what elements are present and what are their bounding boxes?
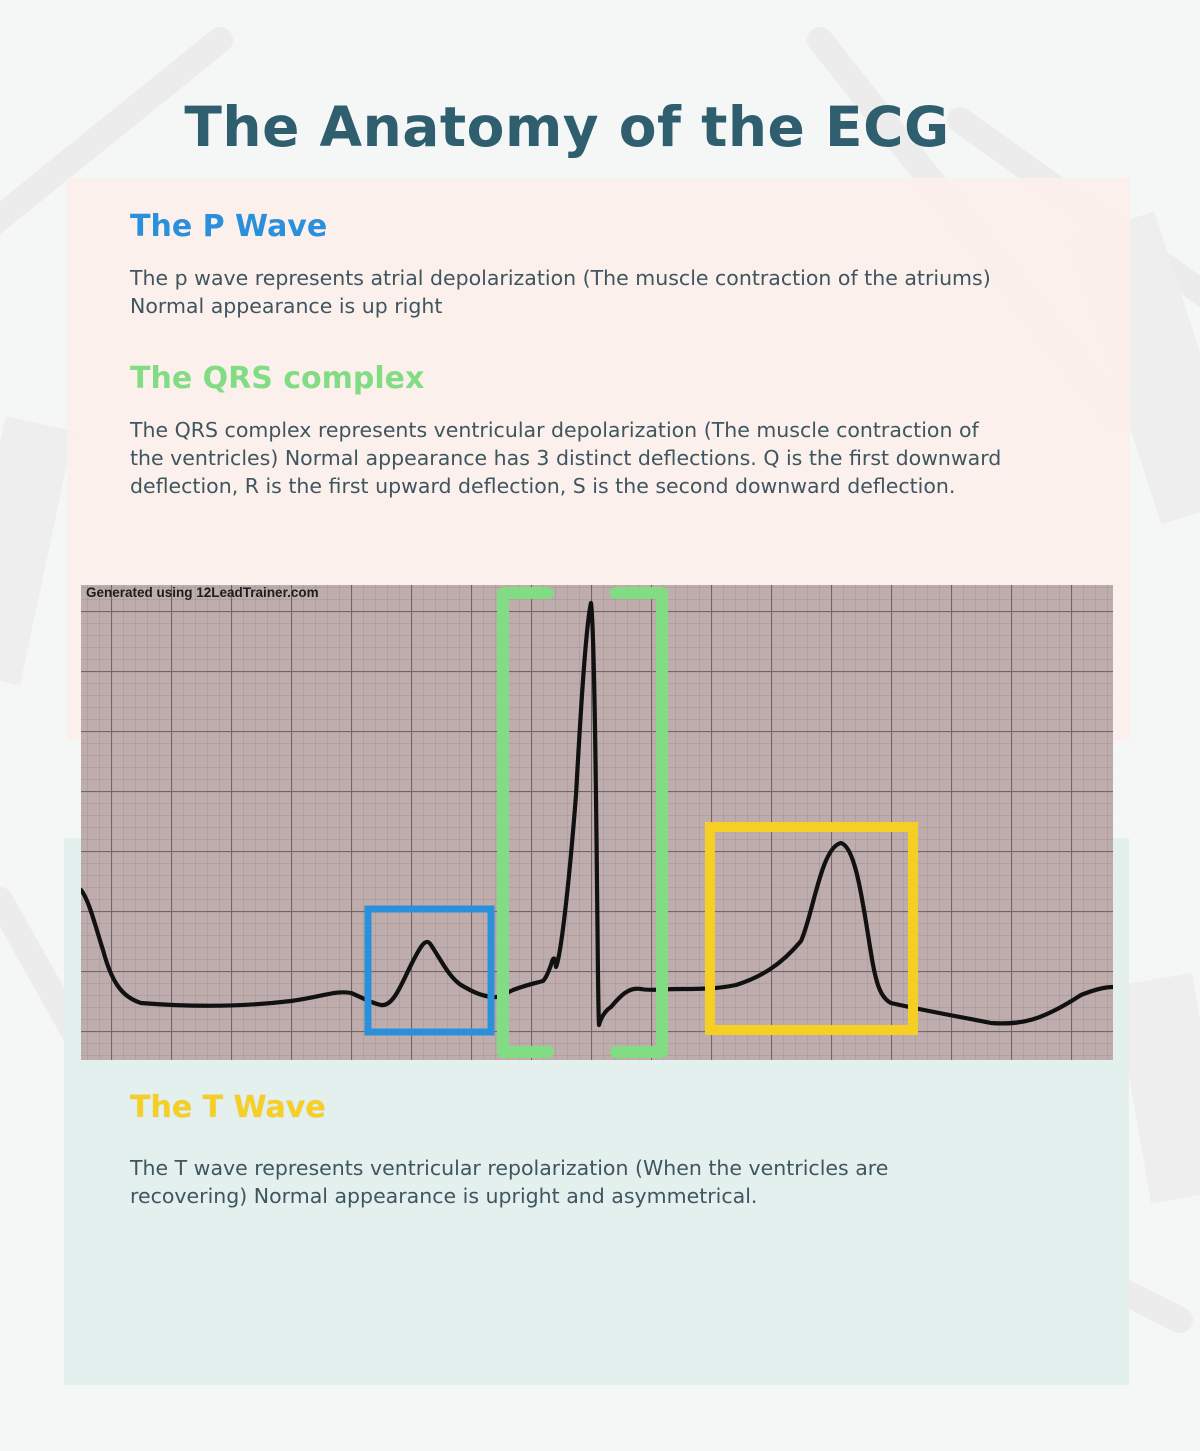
t-wave-description: The T wave represents ventricular repola… [130, 1156, 889, 1208]
t-wave-heading: The T Wave [130, 1090, 326, 1125]
qrs-complex-description: The QRS complex represents ventricular d… [130, 418, 1002, 498]
p-wave-heading: The P Wave [130, 209, 328, 244]
figure-credit: Generated using 12LeadTrainer.com [86, 585, 319, 600]
p-wave-description: The p wave represents atrial depolarizat… [130, 266, 991, 318]
page-title: The Anatomy of the ECG [184, 95, 950, 159]
ecg-strip-image [81, 585, 1113, 1060]
qrs-complex-heading: The QRS complex [130, 361, 425, 396]
